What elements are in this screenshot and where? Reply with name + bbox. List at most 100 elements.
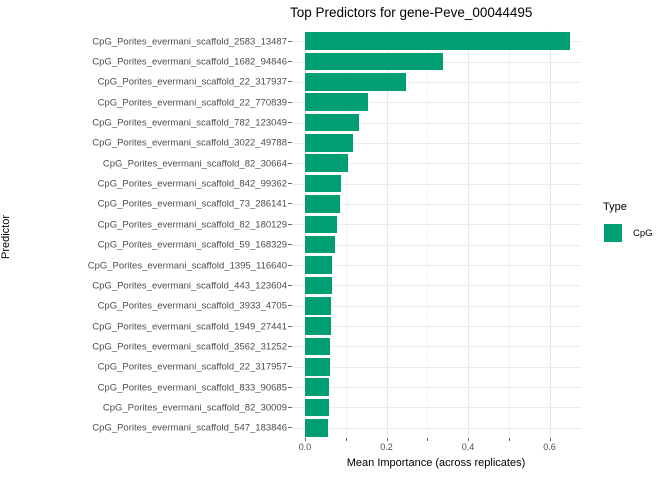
bar [305, 337, 331, 356]
gridline-horizontal [292, 81, 581, 83]
bar [305, 32, 570, 50]
y-axis-tick-mark [288, 40, 292, 42]
plot-panel [292, 31, 581, 438]
y-axis-tick-mark [288, 223, 292, 225]
bar [305, 113, 359, 132]
x-axis-tick-mark [305, 438, 306, 441]
y-axis-tick-label: CpG_Porites_evermani_scaffold_22_317937 [97, 76, 287, 88]
y-axis-tick-mark [288, 244, 292, 246]
gridline-horizontal [292, 326, 581, 328]
gridline-horizontal [292, 427, 581, 429]
y-axis-tick-mark [288, 284, 292, 286]
x-axis-tick-mark [345, 438, 347, 441]
bar [305, 195, 340, 213]
gridline-horizontal [292, 285, 581, 287]
y-axis-tick-mark [288, 162, 292, 164]
x-axis-tick-mark [549, 438, 551, 441]
x-axis-tick-mark [386, 438, 388, 441]
y-axis-tick-label: CpG_Porites_evermani_scaffold_59_168329 [97, 239, 287, 251]
chart-title: Top Predictors for gene-Peve_00044495 [290, 5, 533, 20]
gridline-minor [427, 31, 429, 438]
gridline-horizontal [292, 305, 581, 307]
gridline-major [468, 31, 469, 438]
legend-entry: CpG [603, 224, 653, 242]
x-axis-tick-label: 0.0 [298, 442, 312, 452]
y-axis-tick-mark [288, 406, 292, 408]
y-axis-tick-mark [288, 386, 292, 388]
y-axis-tick-mark [288, 61, 292, 63]
y-axis-tick-label: CpG_Porites_evermani_scaffold_3933_4705 [97, 300, 287, 312]
y-axis-tick-label: CpG_Porites_evermani_scaffold_782_123049 [92, 117, 287, 129]
x-axis-tick-label: 0.2 [380, 442, 393, 452]
gridline-horizontal [292, 387, 581, 389]
gridline-horizontal [292, 224, 581, 226]
y-axis-tick-label: CpG_Porites_evermani_scaffold_2583_13487 [92, 36, 287, 48]
legend-swatch-cpg [604, 224, 622, 242]
bar [305, 357, 330, 376]
bar [305, 174, 341, 193]
bar [305, 235, 335, 254]
y-axis-tick-label: CpG_Porites_evermani_scaffold_833_90685 [97, 382, 287, 394]
bar [305, 256, 333, 274]
bar [305, 317, 332, 335]
bar [305, 154, 348, 173]
gridline-minor [508, 31, 510, 438]
gridline-horizontal [292, 366, 581, 368]
y-axis-tick-label: CpG_Porites_evermani_scaffold_1395_11664… [87, 260, 287, 272]
y-axis-labels: CpG_Porites_evermani_scaffold_2583_13487… [0, 31, 292, 438]
y-axis-tick-mark [288, 325, 292, 327]
y-axis-tick-mark [288, 427, 292, 429]
legend: Type CpG [603, 201, 653, 242]
gridline-horizontal [292, 163, 581, 165]
y-axis-tick-mark [288, 305, 292, 307]
y-axis-tick-label: CpG_Porites_evermani_scaffold_3022_49788 [92, 137, 287, 149]
bar [305, 398, 329, 417]
y-axis-tick-label: CpG_Porites_evermani_scaffold_82_180129 [97, 219, 287, 231]
y-axis-tick-label: CpG_Porites_evermani_scaffold_1949_27441 [92, 321, 287, 333]
gridline-horizontal [292, 265, 581, 267]
gridline-horizontal [292, 102, 581, 104]
y-axis-tick-mark [288, 142, 292, 144]
bar [305, 134, 354, 152]
y-axis-tick-mark [288, 122, 292, 124]
y-axis-tick-label: CpG_Porites_evermani_scaffold_3562_31252 [92, 341, 287, 353]
gridline-horizontal [292, 407, 581, 409]
y-axis-tick-label: CpG_Porites_evermani_scaffold_22_317957 [97, 361, 287, 373]
x-axis-tick-mark [468, 438, 469, 441]
y-axis-tick-label: CpG_Porites_evermani_scaffold_443_123604 [92, 280, 287, 292]
x-axis-tick-label: 0.4 [461, 442, 475, 452]
bar [305, 276, 332, 295]
bar [305, 419, 329, 437]
gridline-major [549, 31, 551, 438]
x-axis-tick-label: 0.6 [543, 442, 556, 452]
y-axis-tick-mark [288, 101, 292, 103]
gridline-minor [345, 31, 347, 438]
x-axis-tick-mark [427, 438, 429, 441]
y-axis-tick-label: CpG_Porites_evermani_scaffold_1682_94846 [92, 56, 287, 68]
x-axis-tick-mark [508, 438, 510, 441]
y-axis-tick-mark [288, 345, 292, 347]
gridline-horizontal [292, 183, 581, 185]
x-axis-title: Mean Importance (across replicates) [346, 457, 526, 469]
legend-title: Type [603, 201, 627, 213]
gridline-horizontal [292, 244, 581, 246]
y-axis-tick-mark [288, 366, 292, 368]
gridline-horizontal [292, 203, 581, 205]
y-axis-tick-label: CpG_Porites_evermani_scaffold_73_286141 [97, 198, 287, 210]
y-axis-tick-label: CpG_Porites_evermani_scaffold_82_30664 [102, 158, 287, 170]
y-axis-tick-label: CpG_Porites_evermani_scaffold_842_99362 [97, 178, 287, 190]
gridline-horizontal [292, 122, 581, 124]
bar [305, 93, 369, 112]
y-axis-tick-mark [288, 203, 292, 205]
gridline-major [305, 31, 306, 438]
y-axis-tick-label: CpG_Porites_evermani_scaffold_82_30009 [102, 402, 287, 414]
y-axis-tick-mark [288, 183, 292, 185]
gridline-horizontal [292, 142, 581, 144]
gridline-major [386, 31, 388, 438]
bar [305, 296, 332, 315]
y-axis-tick-mark [288, 81, 292, 83]
bar [305, 52, 443, 71]
y-axis-tick-label: CpG_Porites_evermani_scaffold_547_183846 [92, 422, 287, 434]
bar [305, 215, 338, 234]
